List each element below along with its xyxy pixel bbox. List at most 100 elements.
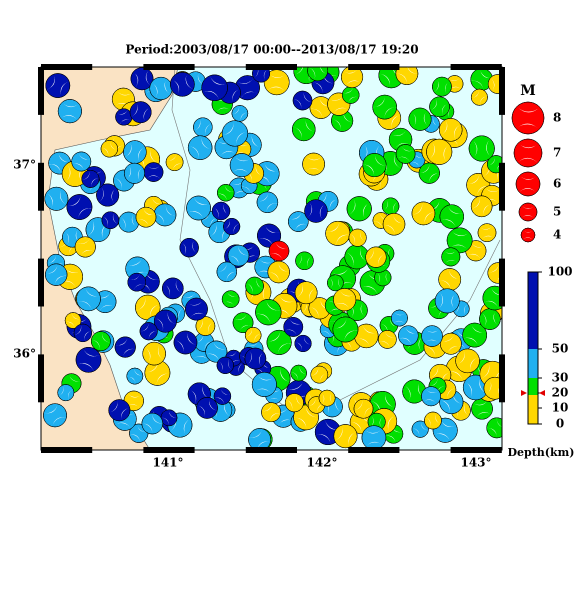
focal-mechanism xyxy=(135,206,157,228)
focal-mechanism xyxy=(96,183,120,207)
ball-quadrant xyxy=(362,143,368,162)
ball-outline xyxy=(365,246,387,268)
ball-outline xyxy=(130,67,154,91)
ball-quadrant xyxy=(392,67,404,78)
ball-quadrant xyxy=(146,175,161,179)
focal-mechanism xyxy=(344,244,370,270)
ball-outline xyxy=(195,316,216,336)
ball-outline xyxy=(353,398,374,419)
ball-outline xyxy=(432,417,458,443)
ball-outline xyxy=(395,67,419,85)
focal-mechanism xyxy=(115,108,133,126)
ball-outline xyxy=(318,389,336,407)
ball-outline xyxy=(100,140,119,158)
focal-mechanism xyxy=(43,403,67,428)
ball-quadrant xyxy=(146,165,161,169)
ball-outline xyxy=(44,186,69,211)
ball-outline xyxy=(114,336,136,358)
ball-quadrant xyxy=(424,328,440,333)
focal-mechanism xyxy=(64,312,82,329)
depth-tick-label: 20 xyxy=(552,386,569,400)
frame-tick xyxy=(38,162,44,211)
focal-mechanism xyxy=(284,393,304,413)
ball-outline xyxy=(284,393,304,413)
focal-mechanism xyxy=(325,220,351,246)
ball-outline xyxy=(341,67,364,88)
ball-outline xyxy=(196,397,218,419)
focal-mechanism xyxy=(75,347,102,373)
ball-quadrant xyxy=(521,215,535,219)
ball-outline xyxy=(74,236,96,258)
ball-outline xyxy=(101,211,120,230)
lon-label: 143° xyxy=(460,456,491,470)
ball-outline xyxy=(261,402,281,423)
ball-quadrant xyxy=(522,237,533,240)
ball-outline xyxy=(231,105,249,122)
ball-outline xyxy=(482,285,502,311)
ball-quadrant xyxy=(519,188,537,193)
ball-outline xyxy=(205,340,228,363)
ball-quadrant xyxy=(518,143,539,149)
ball-outline xyxy=(487,155,502,174)
focal-mechanism xyxy=(354,323,379,349)
focal-mechanism xyxy=(441,247,461,267)
focal-mechanism xyxy=(395,144,416,164)
focal-mechanism xyxy=(108,399,131,422)
ball-outline xyxy=(462,322,488,348)
ball-outline xyxy=(294,334,312,353)
focal-mechanism xyxy=(353,398,374,419)
focal-mechanism xyxy=(446,227,473,254)
ball-outline xyxy=(126,367,144,385)
ball-quadrant xyxy=(516,123,540,130)
focal-mechanism xyxy=(211,201,231,221)
ball-outline xyxy=(162,277,184,300)
ball-outline xyxy=(290,364,307,382)
focal-mechanism xyxy=(438,268,462,291)
ball-outline xyxy=(266,329,292,355)
ball-outline xyxy=(227,244,250,267)
focal-mechanism xyxy=(477,223,497,242)
focal-mechanism xyxy=(346,196,372,222)
focal-mechanism xyxy=(333,288,357,312)
ball-outline xyxy=(153,309,177,333)
focal-mechanism xyxy=(518,202,538,222)
focal-mechanism xyxy=(44,186,69,211)
map-frame xyxy=(38,64,505,453)
focal-mechanism xyxy=(255,299,282,326)
frame-tick xyxy=(245,64,297,70)
frame-tick xyxy=(348,447,400,453)
lon-label: 141° xyxy=(152,456,183,470)
focal-mechanism xyxy=(193,117,213,137)
ball-outline xyxy=(440,332,462,355)
focal-mechanism xyxy=(257,223,282,248)
ball-outline xyxy=(432,76,452,97)
focal-mechanism xyxy=(439,204,465,229)
depth-bar-outline xyxy=(527,271,539,425)
focal-mechanism xyxy=(365,246,387,268)
ball-quadrant xyxy=(321,392,325,405)
focal-mechanism xyxy=(268,240,290,262)
focal-mechanism xyxy=(248,428,271,450)
focal-mechanism xyxy=(304,199,328,223)
ball-outline xyxy=(165,153,184,171)
ball-outline xyxy=(346,196,372,222)
magnitude-label: 6 xyxy=(553,177,561,191)
lon-label: 142° xyxy=(306,456,337,470)
focal-mechanism xyxy=(127,272,147,292)
ball-outline xyxy=(76,286,101,312)
focal-mechanism xyxy=(283,317,304,337)
focal-mechanism xyxy=(487,262,502,284)
ball-outline xyxy=(470,195,493,218)
ball-outline xyxy=(426,138,453,165)
depth-band xyxy=(528,378,538,395)
focal-mechanism xyxy=(149,76,173,100)
focal-mechanism xyxy=(440,332,462,355)
ball-outline xyxy=(327,92,351,116)
focal-mechanism xyxy=(227,244,250,267)
focal-mechanism xyxy=(231,105,249,122)
focal-mechanism xyxy=(511,101,545,135)
focal-mechanism xyxy=(217,184,235,202)
focal-mechanism xyxy=(162,277,184,300)
ball-outline xyxy=(292,117,316,142)
ball-outline xyxy=(90,331,111,352)
